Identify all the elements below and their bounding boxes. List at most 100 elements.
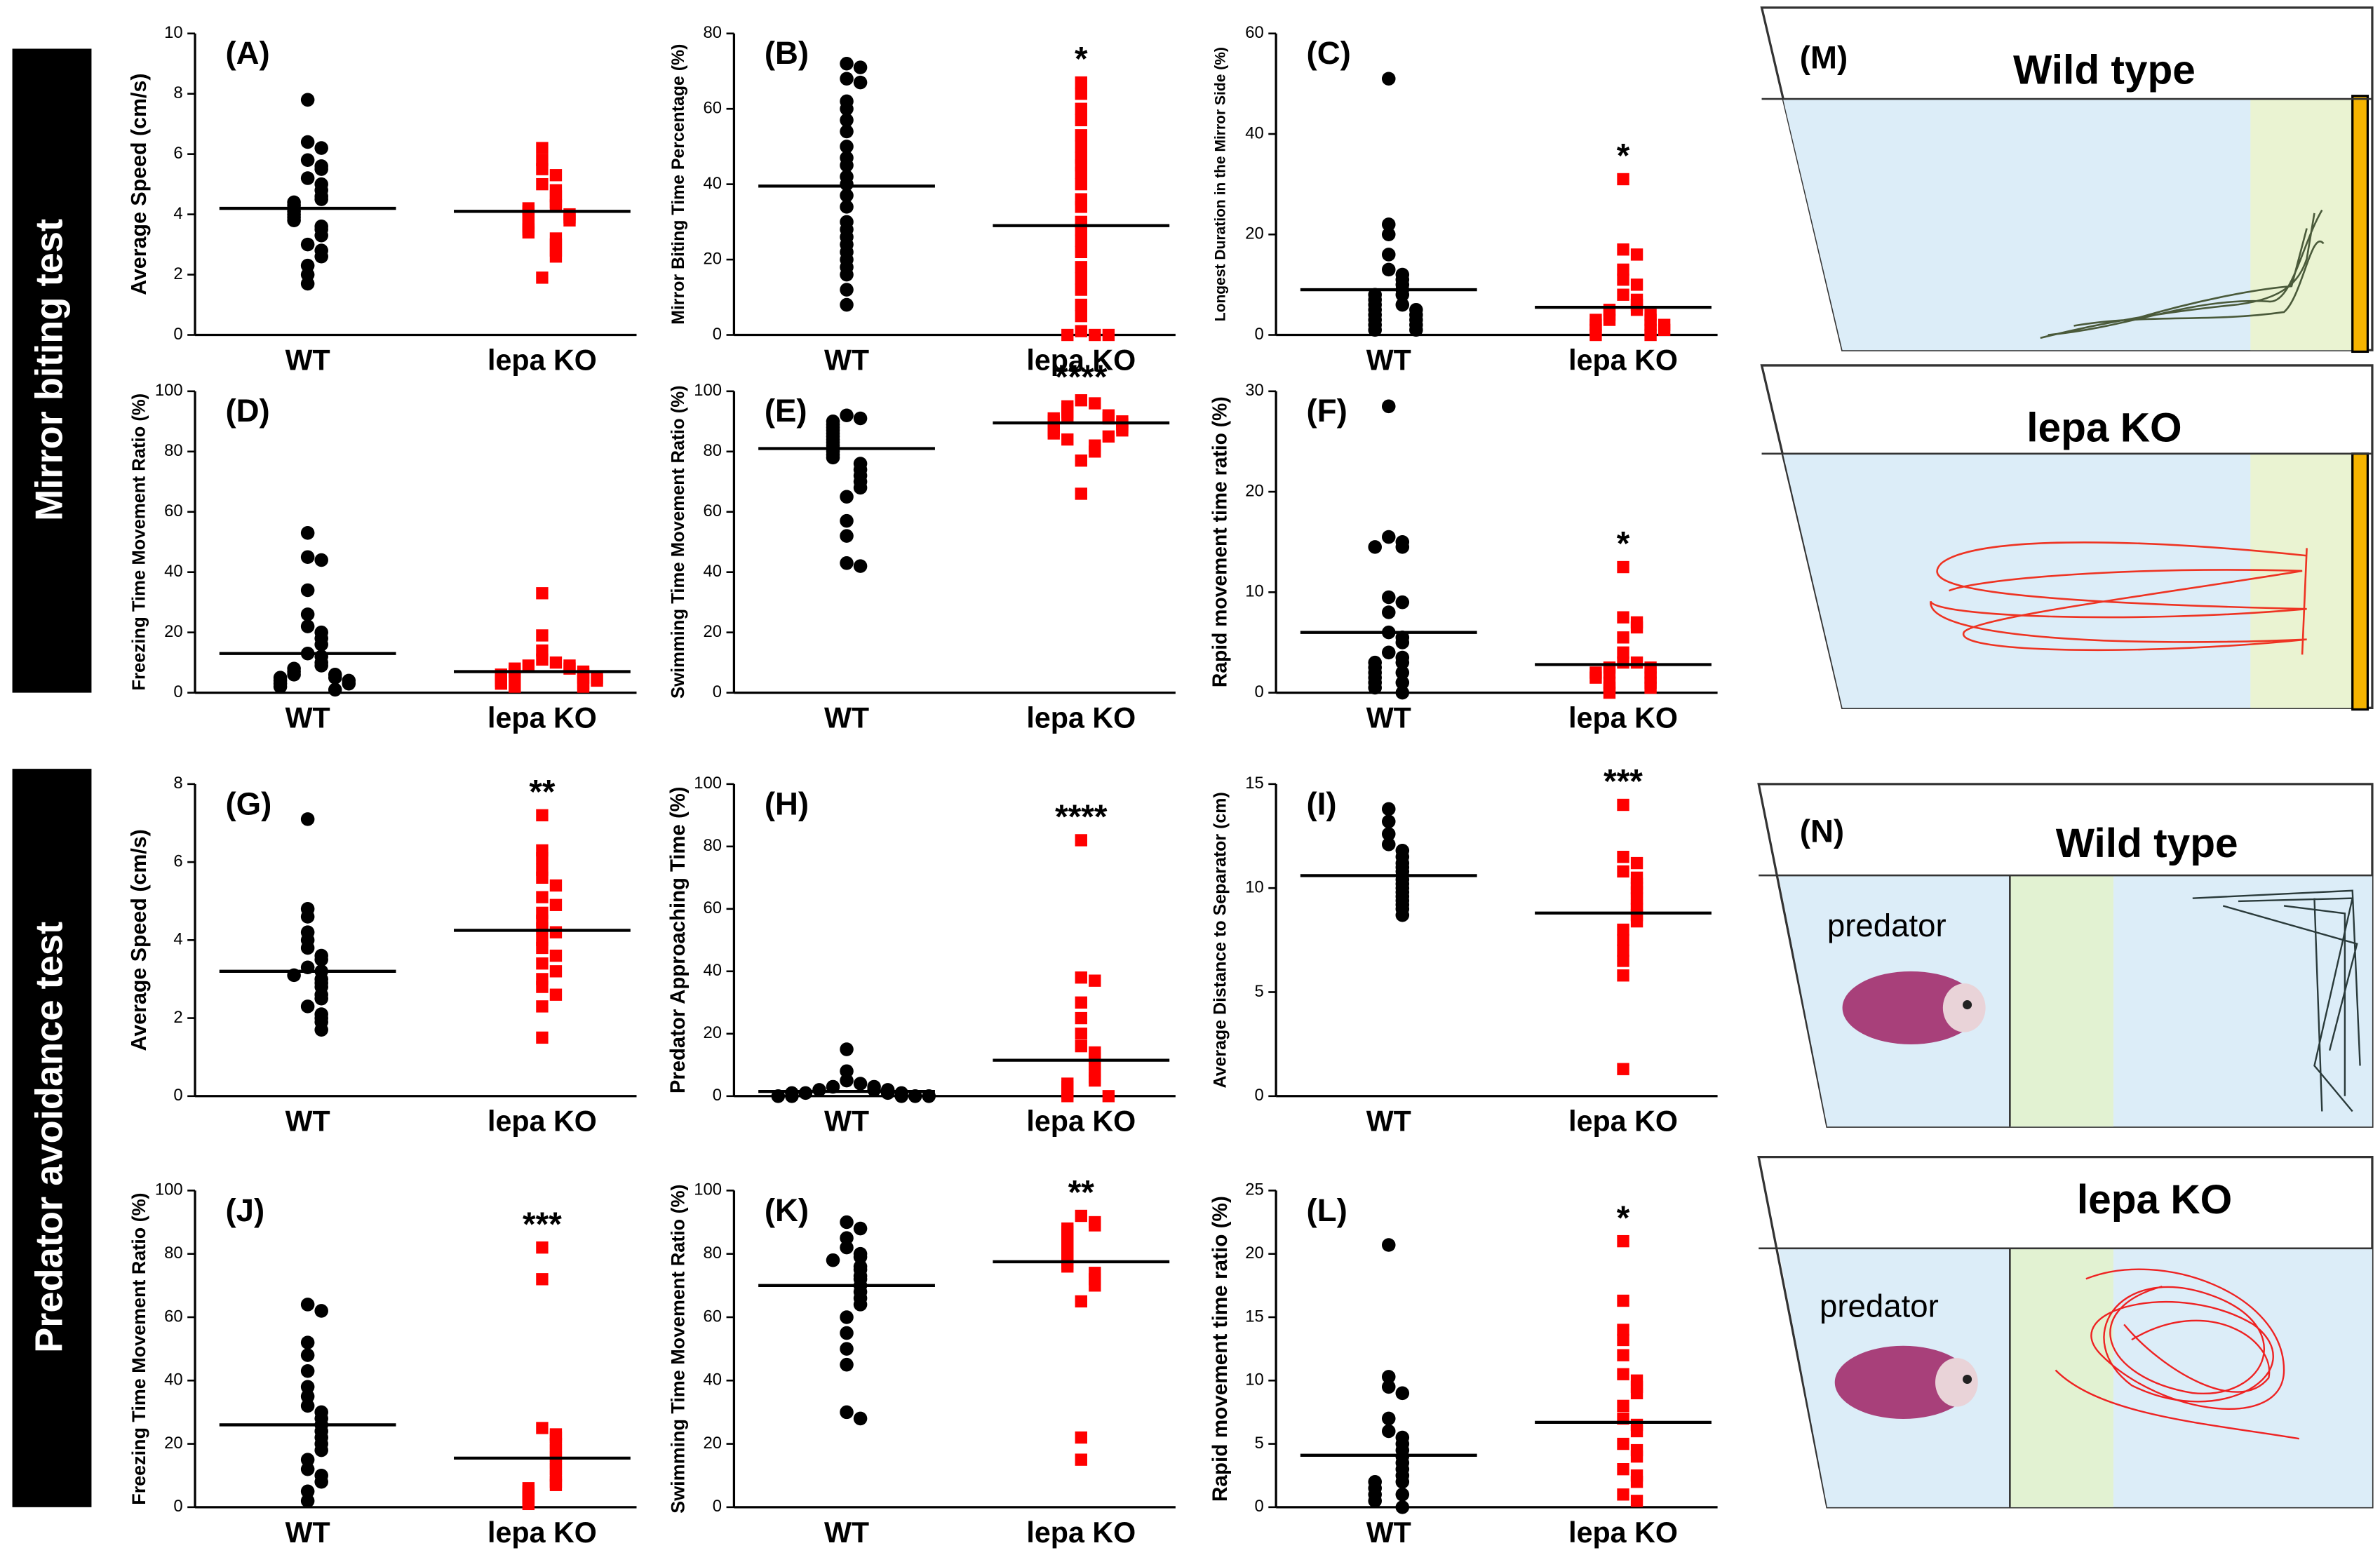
y-tick-label: 5 [1254, 1434, 1263, 1453]
data-point [1617, 865, 1629, 878]
data-point [300, 1298, 315, 1312]
data-point [549, 949, 563, 962]
y-tick-label: 8 [173, 774, 182, 793]
data-point [1395, 635, 1410, 649]
data-point [1603, 686, 1616, 699]
predator-label: predator [1820, 1288, 1939, 1324]
data-point [300, 1399, 315, 1413]
data-point [1617, 1437, 1629, 1450]
data-point [1617, 1063, 1629, 1075]
data-point [840, 490, 854, 504]
significance: * [1617, 137, 1630, 175]
x-tick-label: lepa KO [1026, 344, 1136, 376]
data-point [300, 941, 315, 955]
data-point [1617, 646, 1629, 659]
y-axis-label: Rapid movement time ratio (%) [1209, 1196, 1232, 1502]
data-point [1075, 1011, 1087, 1025]
x-tick-label: lepa KO [1026, 1105, 1136, 1138]
data-point [314, 1023, 328, 1037]
y-axis-label: Predator Approaching Time (%) [666, 786, 690, 1093]
data-point [840, 408, 854, 422]
y-tick-label: 100 [694, 774, 722, 793]
data-point [1395, 675, 1410, 690]
data-point [536, 941, 549, 955]
y-tick-label: 5 [1254, 982, 1263, 1001]
y-tick-label: 40 [164, 562, 183, 581]
data-point [1617, 263, 1629, 276]
data-point [853, 480, 868, 495]
data-point [1381, 227, 1396, 242]
x-tick-label: WT [1366, 344, 1411, 376]
panel-label: (K) [765, 1192, 809, 1228]
data-point [840, 200, 854, 214]
diagram-title: Wild type [2013, 47, 2196, 93]
data-point [300, 583, 315, 598]
data-point [314, 1304, 328, 1318]
data-point [536, 1241, 549, 1254]
data-point [536, 1000, 549, 1013]
x-tick-label: lepa KO [1026, 702, 1136, 734]
data-point [1089, 397, 1101, 410]
significance: ** [529, 774, 556, 811]
data-point [840, 1405, 854, 1420]
data-point [1061, 1090, 1074, 1103]
data-point [1075, 261, 1087, 274]
x-tick-label: lepa KO [488, 702, 597, 734]
data-point [1075, 166, 1087, 180]
y-axis-label: Freezing Time Movement Ratio (%) [128, 1192, 149, 1504]
data-point [1630, 304, 1643, 316]
diagram-title: Wild type [2056, 821, 2238, 866]
y-tick-label: 60 [704, 898, 722, 917]
data-point [300, 1348, 315, 1362]
x-tick-label: lepa KO [1026, 1516, 1136, 1549]
y-axis-label: Swimming Time Movement Ratio (%) [668, 385, 688, 699]
data-point [300, 1453, 315, 1467]
y-tick-label: 10 [164, 23, 183, 42]
y-tick-label: 0 [173, 682, 182, 701]
x-tick-label: lepa KO [1568, 1516, 1678, 1549]
y-tick-label: 80 [704, 1244, 722, 1263]
data-point [300, 1389, 315, 1403]
significance: ** [1068, 1174, 1095, 1211]
data-point [300, 1380, 315, 1394]
data-point [300, 607, 315, 621]
data-point [549, 965, 563, 978]
data-point [536, 1422, 549, 1434]
data-point [314, 141, 328, 155]
x-tick-label: lepa KO [1568, 344, 1678, 376]
diagram-m-wt: (M) Wild type [1760, 6, 2374, 354]
y-tick-label: 2 [173, 264, 182, 283]
data-point [1630, 856, 1643, 870]
data-point [549, 250, 563, 263]
data-point [840, 102, 854, 116]
data-point [1603, 666, 1616, 679]
data-point [867, 1083, 881, 1097]
data-point [1658, 323, 1671, 337]
data-point [1589, 328, 1602, 342]
y-tick-label: 40 [704, 961, 722, 980]
data-point [1395, 1500, 1410, 1514]
data-point [314, 553, 328, 567]
data-point [300, 237, 315, 252]
data-point [1075, 309, 1087, 323]
data-point [840, 159, 854, 173]
data-point [536, 1273, 549, 1286]
data-point [536, 957, 549, 970]
y-tick-label: 0 [173, 325, 182, 344]
data-point [314, 952, 328, 967]
y-axis-label: Longest Duration in the Mirror Side (%) [1213, 47, 1229, 321]
data-point [840, 513, 854, 528]
data-point [853, 411, 868, 426]
data-point [577, 680, 590, 693]
y-tick-label: 6 [173, 144, 182, 163]
data-point [1395, 595, 1410, 610]
data-point [1381, 399, 1396, 414]
y-tick-label: 80 [164, 1244, 183, 1263]
y-tick-label: 25 [1245, 1180, 1264, 1199]
data-point [1075, 1431, 1087, 1444]
y-axis-label: Mirror Biting Time Percentage (%) [668, 44, 688, 325]
data-point [1075, 1028, 1087, 1040]
data-point [549, 988, 563, 1001]
data-point [1381, 802, 1396, 816]
y-axis-label: Average Speed (cm/s) [127, 829, 151, 1051]
